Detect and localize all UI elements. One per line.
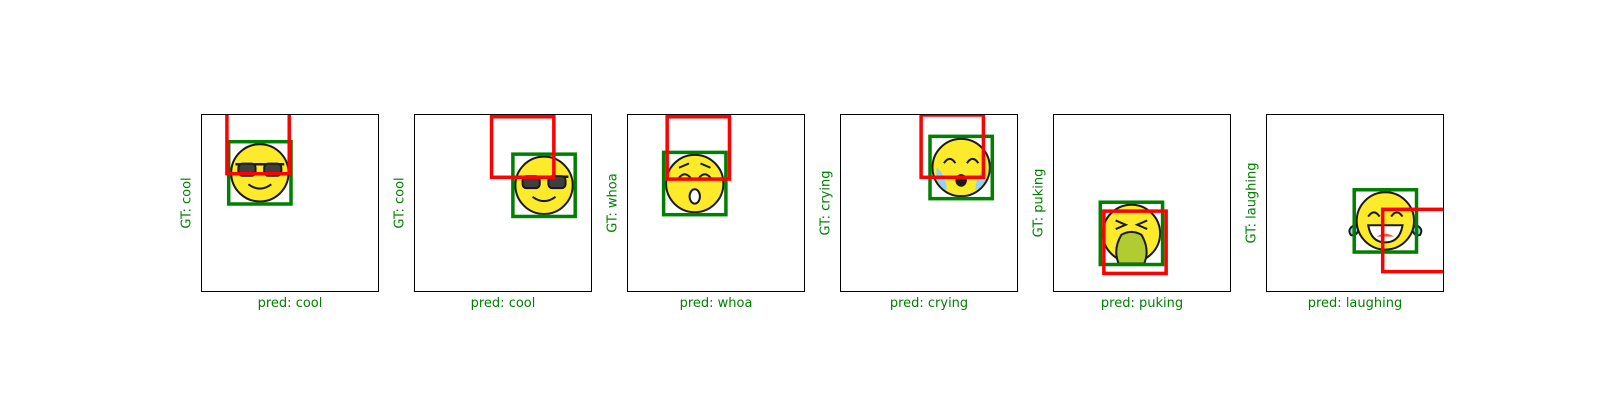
predicted-box bbox=[1380, 207, 1443, 274]
panel-3-canvas bbox=[661, 115, 732, 217]
panel-3-gt-label: GT: whoa bbox=[605, 173, 621, 233]
panel-5-gt-label: GT: puking bbox=[1031, 168, 1047, 238]
panel-6-gt-label: GT: laughing bbox=[1244, 162, 1260, 244]
panel-5-canvas bbox=[1098, 200, 1168, 276]
panel-6-pred-label: pred: laughing bbox=[1307, 296, 1403, 311]
cool-face-icon bbox=[514, 155, 574, 215]
panel-2-gt-label: GT: cool bbox=[392, 177, 408, 229]
panel-4-pred-label: pred: crying bbox=[889, 296, 969, 311]
predicted-box bbox=[225, 115, 291, 176]
panel-6-canvas bbox=[1348, 188, 1443, 274]
panel-4-gt-label: GT: crying bbox=[818, 170, 834, 236]
ground-truth-box bbox=[1098, 200, 1165, 267]
panel-6-axes bbox=[1266, 114, 1444, 292]
panel-5-axes bbox=[1053, 114, 1231, 292]
crying-face-icon bbox=[931, 137, 991, 198]
ground-truth-box bbox=[511, 152, 577, 219]
predicted-box bbox=[665, 115, 732, 181]
puking-face-icon bbox=[1101, 203, 1162, 265]
panel-4-canvas bbox=[919, 115, 995, 201]
ground-truth-box bbox=[661, 150, 728, 217]
panel-1-canvas bbox=[225, 115, 293, 206]
predicted-box bbox=[1102, 209, 1168, 276]
predicted-box bbox=[489, 115, 556, 180]
panel-1-axes bbox=[201, 114, 379, 292]
predicted-box bbox=[919, 115, 986, 180]
laughing-face-icon bbox=[1348, 191, 1423, 251]
panel-5-pred-label: pred: puking bbox=[1100, 296, 1184, 311]
panel-2-canvas bbox=[489, 115, 577, 219]
panel-1-gt-label: GT: cool bbox=[179, 177, 195, 229]
panel-1-pred-label: pred: cool bbox=[257, 296, 323, 311]
panel-3-pred-label: pred: whoa bbox=[679, 296, 753, 311]
ground-truth-box bbox=[1352, 188, 1419, 254]
whoa-face-icon bbox=[665, 153, 725, 214]
panel-2-axes bbox=[414, 114, 592, 292]
panel-3-axes bbox=[627, 114, 805, 292]
panel-4-axes bbox=[840, 114, 1018, 292]
panel-2-pred-label: pred: cool bbox=[470, 296, 536, 311]
ground-truth-box bbox=[928, 134, 995, 201]
